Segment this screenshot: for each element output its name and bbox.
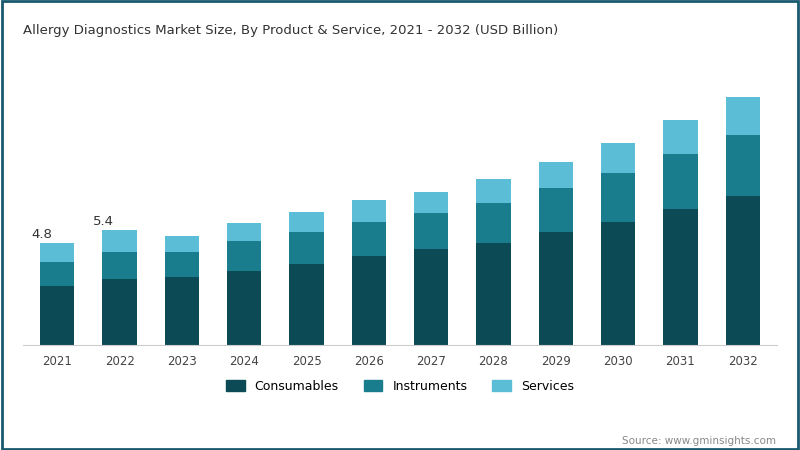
Bar [227, 241, 262, 271]
Legend: Consumables, Instruments, Services: Consumables, Instruments, Services [221, 375, 579, 398]
Bar [601, 144, 635, 173]
Bar [352, 222, 386, 256]
Bar [40, 262, 74, 286]
Bar [40, 286, 74, 345]
Bar [663, 120, 698, 154]
Bar [476, 243, 510, 345]
Bar [352, 256, 386, 345]
Bar [414, 192, 448, 213]
Bar [476, 180, 510, 203]
Bar [538, 188, 573, 233]
Bar [476, 203, 510, 243]
Bar [165, 236, 199, 252]
Bar [726, 135, 760, 196]
Text: Allergy Diagnostics Market Size, By Product & Service, 2021 - 2032 (USD Billion): Allergy Diagnostics Market Size, By Prod… [23, 24, 558, 37]
Bar [726, 196, 760, 345]
Bar [726, 97, 760, 135]
Bar [601, 173, 635, 222]
Bar [352, 200, 386, 222]
Bar [165, 277, 199, 345]
Bar [290, 212, 324, 233]
Bar [290, 264, 324, 345]
Bar [165, 252, 199, 277]
Bar [290, 233, 324, 264]
Bar [663, 209, 698, 345]
Text: 5.4: 5.4 [94, 215, 114, 228]
Bar [414, 249, 448, 345]
Bar [414, 213, 448, 249]
Bar [102, 230, 137, 252]
Bar [102, 279, 137, 345]
Text: 4.8: 4.8 [31, 228, 52, 241]
Bar [538, 162, 573, 188]
Bar [601, 222, 635, 345]
Bar [538, 233, 573, 345]
Bar [40, 243, 74, 262]
Bar [102, 252, 137, 279]
Bar [227, 271, 262, 345]
Bar [227, 223, 262, 241]
Bar [663, 154, 698, 209]
Text: Source: www.gminsights.com: Source: www.gminsights.com [622, 436, 776, 446]
